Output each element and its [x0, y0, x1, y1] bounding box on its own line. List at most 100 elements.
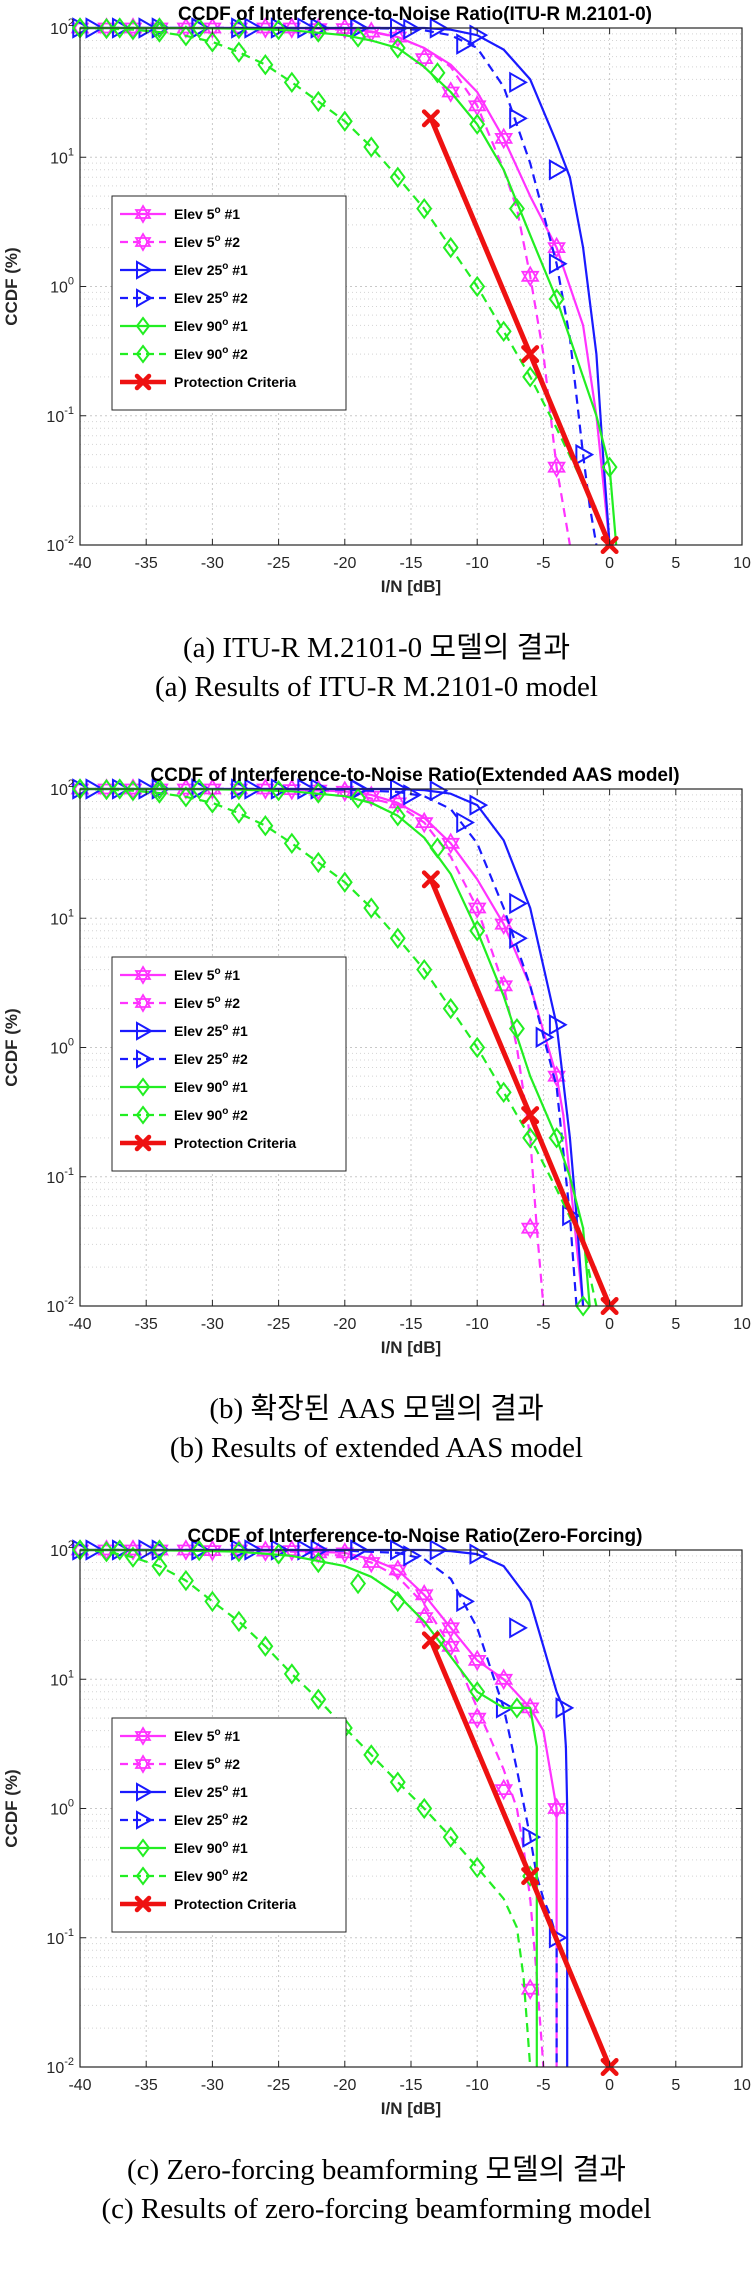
- data-point-marker: [414, 47, 434, 70]
- legend-label: Elev 5o #2: [174, 233, 240, 250]
- data-point-marker: [495, 1697, 515, 1719]
- x-tick-label: -15: [399, 555, 422, 572]
- y-tick-label: 102: [50, 778, 74, 799]
- x-tick-label: 0: [605, 1316, 614, 1333]
- x-tick-label: -15: [399, 1316, 422, 1333]
- legend-item: Elev 5o #1: [120, 204, 240, 224]
- chart-c: -40 -35 -30 -25 -20 -15 -10 -5 0 5 10 102 101 100 10-1…: [2, 1526, 751, 2118]
- y-tick-label: 10-1: [46, 1927, 74, 1948]
- y-axis-label: CCDF (%): [2, 1769, 21, 1847]
- legend-marker: [134, 1134, 152, 1152]
- x-tick-label: -20: [333, 1316, 356, 1333]
- y-axis-label: CCDF (%): [2, 247, 21, 325]
- data-point-marker: [469, 24, 489, 46]
- data-point-marker: [230, 41, 247, 63]
- data-point-marker: [548, 1014, 568, 1036]
- data-point-marker: [469, 920, 486, 942]
- data-point-marker: [191, 17, 208, 39]
- legend-label: Protection Criteria: [174, 374, 296, 390]
- data-point-marker: [350, 787, 367, 809]
- data-point-marker: [363, 1744, 380, 1766]
- legend-marker: [135, 1838, 151, 1858]
- x-tick-label: -25: [267, 2077, 290, 2094]
- legend-item: Elev 5o #2: [120, 993, 240, 1013]
- data-point-marker: [310, 1551, 327, 1574]
- legend-item: Elev 25o #1: [120, 1782, 248, 1802]
- data-point-marker: [151, 1555, 168, 1577]
- data-point-marker: [151, 21, 168, 43]
- data-point-marker: [336, 110, 353, 132]
- data-point-marker: [111, 778, 128, 800]
- legend-label: Elev 5o #1: [174, 205, 240, 222]
- x-tick-label: 10: [733, 2077, 751, 2094]
- y-axis-label: CCDF (%): [2, 1008, 21, 1086]
- legend-label: Elev 5o #2: [174, 994, 240, 1011]
- data-point-marker: [177, 1569, 194, 1592]
- legend-marker: [136, 1782, 154, 1802]
- data-point-marker: [421, 109, 440, 128]
- data-point-marker: [111, 17, 128, 39]
- data-point-marker: [191, 1539, 208, 1562]
- data-point-marker: [310, 782, 327, 804]
- data-point-marker: [467, 1649, 487, 1672]
- data-point-marker: [509, 71, 528, 94]
- data-point-marker: [469, 275, 486, 298]
- data-point-marker: [151, 782, 168, 804]
- legend-marker: [134, 1754, 152, 1774]
- legend-label: Elev 90o #2: [174, 345, 248, 362]
- legend: Elev 5o #1 Elev 5o #2 Elev 25o #1 Elev 25o …: [111, 956, 347, 1172]
- data-point-marker: [257, 54, 274, 76]
- data-point-marker: [494, 127, 514, 150]
- data-point-marker: [270, 780, 287, 802]
- legend-item: Elev 5o #1: [120, 1726, 240, 1746]
- panel-a: -40 -35 -30 -25 -20 -15 -10 -5 0 5 10 102 101 100 10-1…: [0, 0, 753, 761]
- data-point-marker: [151, 17, 168, 39]
- x-tick-label: -20: [333, 555, 356, 572]
- data-point-marker: [548, 253, 568, 275]
- caption-a-english: (a) Results of ITU-R M.2101-0 model: [155, 671, 598, 703]
- data-point-marker: [575, 1295, 592, 1317]
- data-point-marker: [389, 805, 406, 827]
- data-point-marker: [416, 198, 433, 220]
- data-point-marker: [151, 778, 168, 800]
- chart-a: -40 -35 -30 -25 -20 -15 -10 -5 0 5 10 102 101 100 10-1…: [2, 4, 751, 596]
- y-tick-label: 100: [50, 1037, 74, 1058]
- data-point-marker: [495, 320, 512, 342]
- legend-label: Elev 5o #1: [174, 966, 240, 983]
- legend-label: Elev 25o #2: [174, 1811, 248, 1828]
- panel-c: -40 -35 -30 -25 -20 -15 -10 -5 0 5 10 102 101 100 10-1…: [0, 1522, 753, 2283]
- data-point-marker: [403, 18, 423, 40]
- data-point-marker: [176, 17, 196, 39]
- legend-item: Protection Criteria: [120, 1895, 296, 1913]
- ticks: [79, 27, 743, 546]
- legend-marker: [134, 1895, 152, 1913]
- data-point-marker: [310, 1688, 327, 1710]
- data-point-marker: [124, 19, 141, 41]
- x-tick-label: -30: [201, 2077, 224, 2094]
- data-point-marker: [547, 456, 566, 478]
- data-point-marker: [350, 26, 367, 48]
- x-tick-label: -5: [536, 2077, 550, 2094]
- y-tick-label: 101: [50, 907, 74, 928]
- y-tick-label: 10-2: [46, 534, 74, 555]
- data-point-marker: [204, 31, 221, 53]
- x-tick-label: -40: [68, 1316, 91, 1333]
- data-point-marker: [124, 780, 141, 802]
- ticks: [79, 1549, 743, 2068]
- x-tick-label: 0: [605, 555, 614, 572]
- data-point-marker: [177, 25, 194, 47]
- y-tick-label: 10-1: [46, 1166, 74, 1187]
- x-tick-label: -5: [536, 555, 550, 572]
- data-point-marker: [548, 159, 568, 181]
- legend-marker: [135, 344, 151, 364]
- legend-marker: [136, 1021, 154, 1041]
- data-point-marker: [467, 897, 487, 919]
- data-point-marker: [388, 1559, 408, 1581]
- y-tick-label: 10-1: [46, 405, 74, 426]
- data-point-marker: [469, 113, 486, 135]
- x-tick-label: -15: [399, 2077, 422, 2094]
- data-point-marker: [230, 802, 247, 824]
- data-point-marker: [403, 1545, 423, 1567]
- x-tick-label: -40: [68, 2077, 91, 2094]
- data-point-marker: [176, 778, 196, 800]
